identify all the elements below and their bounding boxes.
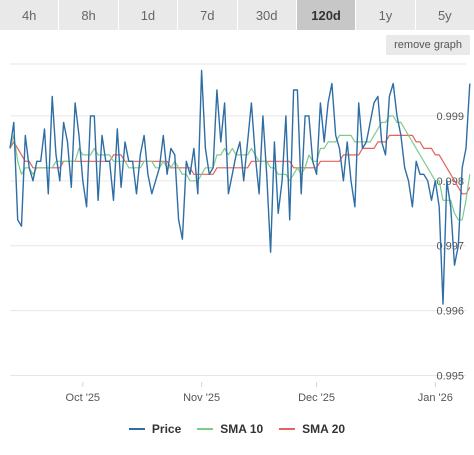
time-range-tabs: 4h 8h 1d 7d 30d 120d 1y 5y <box>0 0 474 30</box>
legend-label-sma20: SMA 20 <box>302 422 346 436</box>
tab-8h[interactable]: 8h <box>59 0 119 30</box>
legend-item-price[interactable]: Price <box>128 422 182 436</box>
sma10-line <box>9 115 471 221</box>
y-tick-label: 0.999 <box>436 111 464 123</box>
tab-120d[interactable]: 120d <box>296 0 357 30</box>
x-tick-label: Dec '25 <box>298 392 335 404</box>
legend-swatch-sma10 <box>197 428 214 430</box>
y-tick-label: 0.996 <box>436 306 464 318</box>
x-tick-label: Jan '26 <box>418 392 453 404</box>
legend-swatch-sma20 <box>279 428 296 430</box>
tab-7d[interactable]: 7d <box>178 0 238 30</box>
x-tick-label: Nov '25 <box>183 392 220 404</box>
price-line <box>9 69 471 305</box>
tab-30d[interactable]: 30d <box>238 0 297 30</box>
remove-graph-button[interactable]: remove graph <box>386 35 470 55</box>
legend-item-sma10[interactable]: SMA 10 <box>197 422 263 436</box>
chart-legend: Price SMA 10 SMA 20 <box>0 421 474 437</box>
sma20-line <box>9 134 471 195</box>
tab-5y[interactable]: 5y <box>437 7 452 23</box>
legend-label-sma10: SMA 10 <box>220 422 264 436</box>
tab-4h[interactable]: 4h <box>0 0 60 30</box>
tab-1d[interactable]: 1d <box>119 0 179 30</box>
tab-1y[interactable]: 1y <box>356 0 416 30</box>
legend-swatch-price <box>128 428 145 430</box>
y-tick-label: 0.995 <box>436 371 464 383</box>
legend-label-price: Price <box>151 422 182 436</box>
x-tick-label: Oct '25 <box>66 392 101 404</box>
legend-item-sma20[interactable]: SMA 20 <box>279 422 345 436</box>
